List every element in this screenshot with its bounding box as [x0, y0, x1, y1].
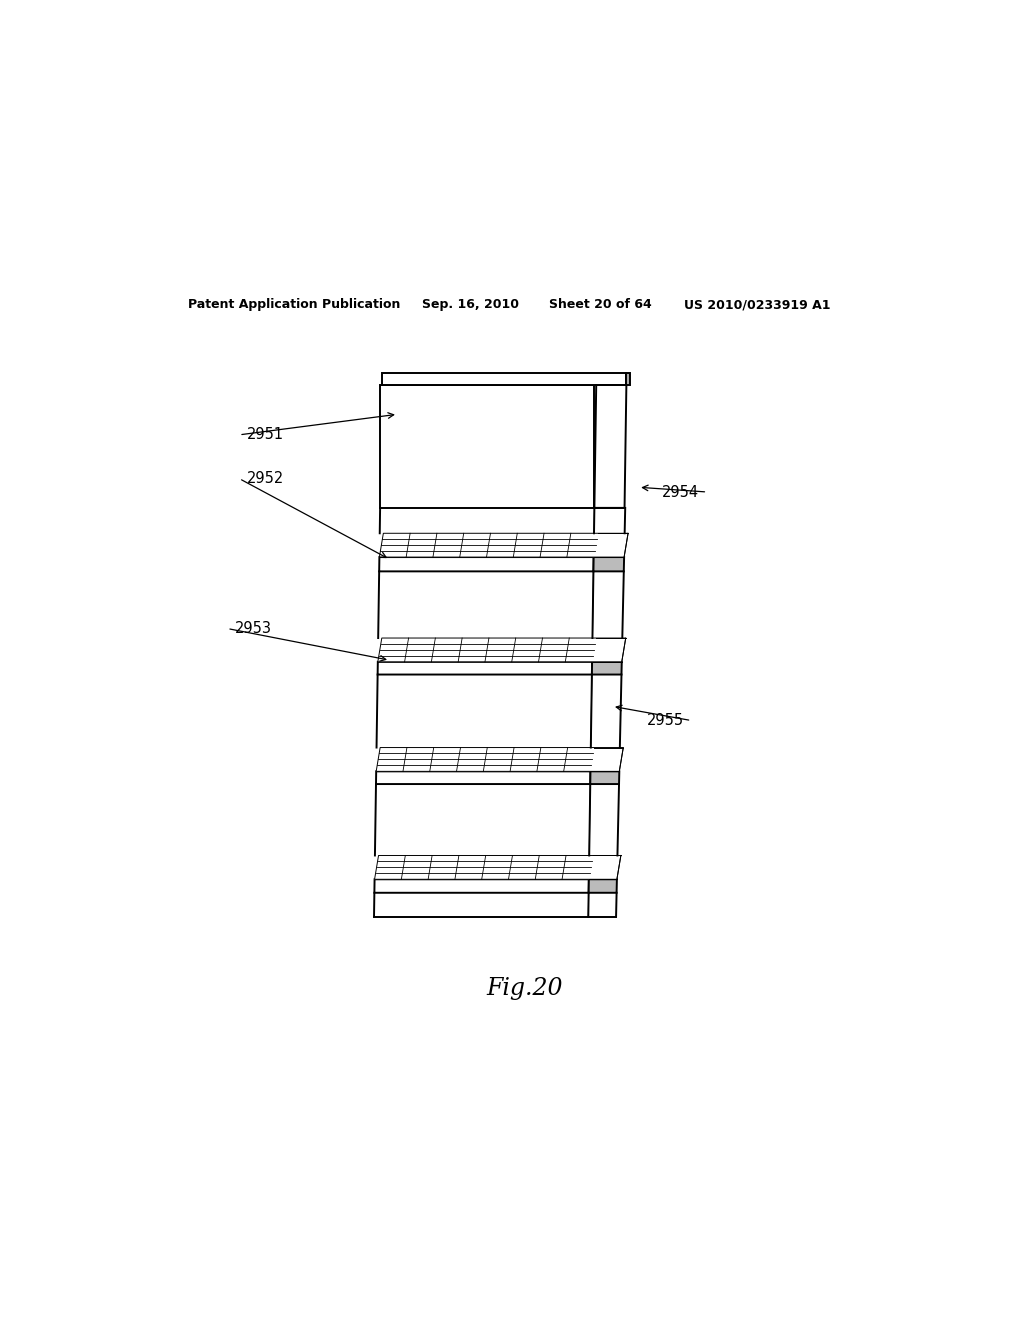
Polygon shape: [379, 533, 628, 557]
Polygon shape: [592, 661, 622, 675]
Text: 2955: 2955: [646, 713, 684, 729]
Polygon shape: [376, 771, 591, 784]
Text: Sheet 20 of 64: Sheet 20 of 64: [549, 298, 651, 312]
Bar: [382, 374, 627, 385]
Bar: [380, 385, 594, 508]
Text: 2954: 2954: [663, 484, 699, 499]
Polygon shape: [379, 557, 594, 572]
Text: US 2010/0233919 A1: US 2010/0233919 A1: [684, 298, 830, 312]
Polygon shape: [375, 879, 589, 892]
Polygon shape: [627, 374, 631, 385]
Polygon shape: [378, 661, 592, 675]
Polygon shape: [590, 771, 620, 784]
Text: Sep. 16, 2010: Sep. 16, 2010: [422, 298, 518, 312]
Text: 2952: 2952: [247, 471, 285, 486]
Polygon shape: [594, 385, 627, 508]
Polygon shape: [589, 879, 616, 892]
Polygon shape: [378, 638, 626, 661]
Polygon shape: [375, 855, 621, 879]
Polygon shape: [376, 747, 624, 771]
Text: 2951: 2951: [247, 428, 285, 442]
Text: 2953: 2953: [236, 620, 272, 636]
Polygon shape: [594, 557, 624, 572]
Text: Fig.20: Fig.20: [486, 977, 563, 999]
Text: Patent Application Publication: Patent Application Publication: [187, 298, 400, 312]
